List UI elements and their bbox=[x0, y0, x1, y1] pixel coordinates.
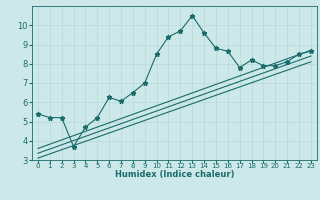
X-axis label: Humidex (Indice chaleur): Humidex (Indice chaleur) bbox=[115, 170, 234, 179]
